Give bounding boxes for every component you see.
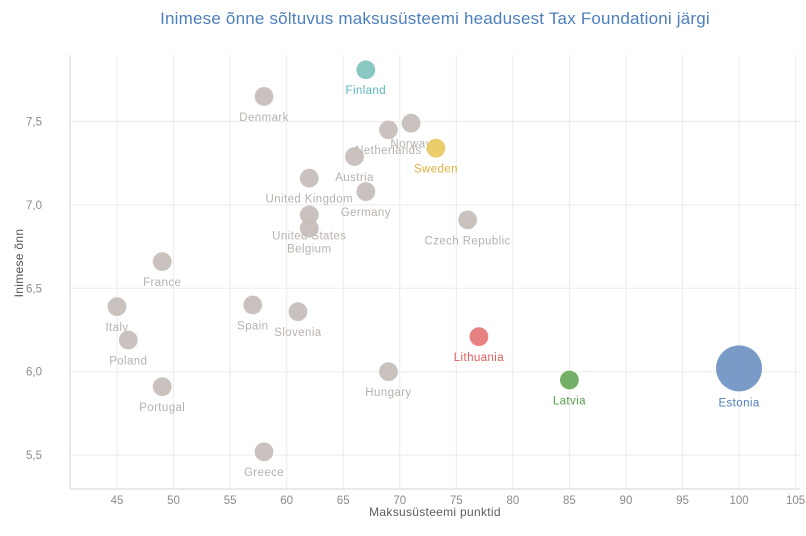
data-point-sweden[interactable] — [426, 138, 446, 158]
data-label-greece: Greece — [244, 467, 284, 479]
data-label-estonia: Estonia — [718, 397, 759, 409]
y-tick-label: 6,0 — [26, 367, 42, 379]
data-label-sweden: Sweden — [414, 164, 458, 176]
data-label-italy: Italy — [105, 322, 128, 334]
data-label-czech-republic: Czech Republic — [425, 235, 511, 247]
data-point-norway[interactable] — [401, 113, 421, 133]
x-tick-label: 50 — [167, 495, 180, 507]
data-label-belgium: Belgium — [287, 244, 331, 256]
data-point-united-kingdom[interactable] — [299, 168, 319, 188]
data-point-greece[interactable] — [254, 442, 274, 462]
data-label-austria: Austria — [335, 172, 374, 184]
data-label-hungary: Hungary — [365, 387, 411, 399]
data-point-france[interactable] — [152, 252, 172, 272]
y-tick-label: 7,0 — [26, 200, 42, 212]
y-axis-title: Inimese õnn — [12, 228, 26, 298]
x-tick-label: 105 — [786, 495, 805, 507]
data-point-united-states[interactable] — [299, 205, 319, 225]
data-point-czech-republic[interactable] — [458, 210, 478, 230]
data-point-portugal[interactable] — [152, 377, 172, 397]
data-label-denmark: Denmark — [239, 112, 288, 124]
data-point-spain[interactable] — [243, 295, 263, 315]
data-label-norway: Norway — [390, 139, 431, 151]
data-label-spain: Spain — [237, 320, 268, 332]
data-point-hungary[interactable] — [379, 362, 398, 382]
data-point-lithuania[interactable] — [469, 327, 489, 347]
data-point-denmark[interactable] — [254, 87, 274, 106]
x-tick-label: 55 — [224, 495, 237, 507]
data-point-latvia[interactable] — [560, 370, 579, 390]
x-tick-label: 85 — [563, 495, 576, 507]
y-tick-label: 6,5 — [26, 283, 42, 295]
x-tick-label: 100 — [729, 495, 748, 507]
data-point-slovenia[interactable] — [288, 302, 308, 322]
data-point-germany[interactable] — [356, 182, 376, 201]
x-tick-label: 65 — [337, 495, 350, 507]
x-tick-label: 45 — [111, 495, 124, 507]
data-label-poland: Poland — [109, 355, 147, 367]
data-point-finland[interactable] — [356, 60, 376, 80]
x-tick-label: 75 — [450, 495, 463, 507]
x-axis-title: Maksusüsteemi punktid — [369, 505, 501, 519]
x-tick-label: 95 — [676, 495, 689, 507]
x-tick-label: 70 — [393, 495, 406, 507]
data-label-latvia: Latvia — [553, 395, 586, 407]
data-label-united-kingdom: United Kingdom — [266, 194, 353, 206]
y-tick-label: 5,5 — [26, 450, 42, 462]
data-point-belgium[interactable] — [299, 218, 319, 238]
x-tick-label: 80 — [506, 495, 519, 507]
data-label-france: France — [143, 277, 181, 289]
data-label-slovenia: Slovenia — [274, 327, 322, 339]
data-label-portugal: Portugal — [139, 402, 185, 414]
data-label-netherlands: Netherlands — [355, 145, 421, 157]
x-tick-label: 60 — [280, 495, 293, 507]
y-tick-label: 7,5 — [26, 117, 42, 129]
data-label-finland: Finland — [346, 85, 387, 97]
data-point-poland[interactable] — [118, 330, 138, 350]
data-label-germany: Germany — [341, 207, 391, 219]
x-tick-label: 90 — [620, 495, 633, 507]
data-point-estonia[interactable] — [716, 345, 763, 392]
data-point-austria[interactable] — [345, 147, 364, 166]
data-point-italy[interactable] — [107, 297, 127, 317]
chart-title: Inimese õnne sõltuvus maksusüsteemi head… — [160, 9, 710, 28]
data-label-lithuania: Lithuania — [454, 352, 504, 364]
data-point-netherlands[interactable] — [379, 120, 398, 140]
